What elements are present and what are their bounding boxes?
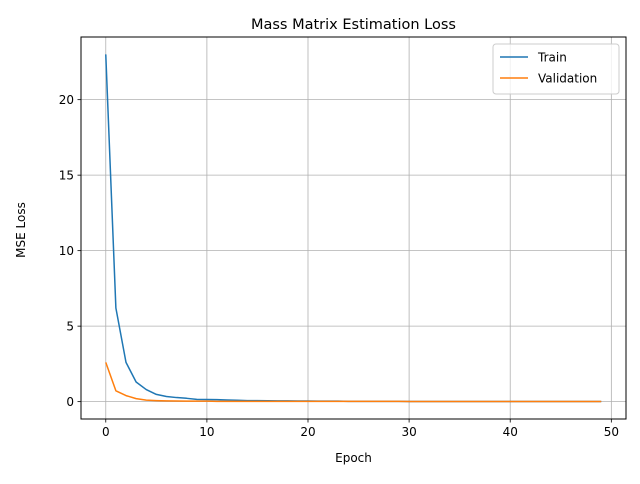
- x-tick-label: 10: [199, 425, 214, 439]
- y-tick-label: 0: [66, 395, 74, 409]
- y-tick-label: 5: [66, 320, 74, 334]
- y-axis-label: MSE Loss: [14, 202, 28, 258]
- x-tick-label: 20: [300, 425, 315, 439]
- series-line-validation: [105, 362, 602, 403]
- x-tick-label: 0: [102, 425, 110, 439]
- x-tick-label: 40: [503, 425, 518, 439]
- series-lines: [105, 54, 602, 403]
- legend-label: Validation: [538, 72, 597, 86]
- y-tick-label: 20: [59, 93, 74, 107]
- y-tick-label: 10: [59, 244, 74, 258]
- axis-ticks: 0 10 20 30 40 50 0 5 10 15 20: [59, 93, 619, 439]
- plot-frame: [80, 36, 627, 420]
- series-line-train: [105, 54, 602, 403]
- legend-label: Train: [537, 51, 567, 65]
- chart-title: Mass Matrix Estimation Loss: [251, 17, 456, 33]
- x-axis-label: Epoch: [335, 451, 372, 465]
- y-tick-label: 15: [59, 169, 74, 183]
- legend: Train Validation: [492, 43, 620, 95]
- x-tick-label: 30: [401, 425, 416, 439]
- x-tick-label: 50: [604, 425, 619, 439]
